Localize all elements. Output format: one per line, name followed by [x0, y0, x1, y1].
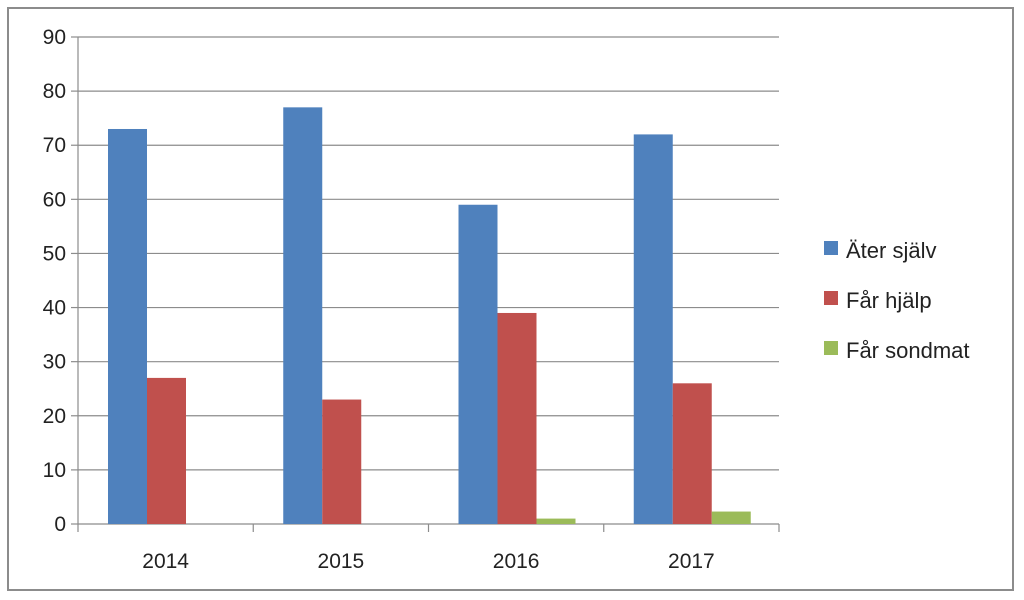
y-tick-label: 10: [43, 459, 66, 482]
y-tick-label: 70: [43, 134, 66, 157]
y-tick-label: 80: [43, 80, 66, 103]
x-tick-label: 2014: [142, 550, 189, 573]
bar: [283, 107, 323, 524]
bar: [536, 518, 576, 524]
bar: [497, 312, 537, 524]
x-tick-label: 2016: [493, 550, 540, 573]
legend-label: Får hjälp: [846, 288, 932, 313]
bar: [633, 134, 673, 524]
legend: Äter själv Får hjälp Får sondmat: [824, 238, 970, 363]
legend-swatch: [824, 241, 838, 255]
y-tick-label: 0: [54, 513, 66, 536]
bar: [711, 511, 751, 524]
bar: [147, 377, 186, 524]
x-tick-label: 2015: [318, 550, 365, 573]
y-tick-label: 60: [43, 188, 66, 211]
y-tick-label: 40: [43, 297, 66, 320]
y-tick-label: 30: [43, 351, 66, 374]
x-tick-labels: 2014 2015 2016 2017: [142, 550, 714, 573]
legend-label: Får sondmat: [846, 338, 970, 363]
y-tick-label: 20: [43, 405, 66, 428]
legend-label: Äter själv: [846, 238, 936, 263]
legend-swatch: [824, 341, 838, 355]
y-tick-label: 90: [43, 26, 66, 49]
y-tick-labels: 0 10 20 30 40 50 60 70 80 90: [43, 26, 66, 536]
bar: [322, 399, 362, 524]
bar: [108, 128, 147, 524]
bar: [458, 204, 498, 524]
x-tick-label: 2017: [668, 550, 715, 573]
bars: [108, 107, 751, 524]
bar: [672, 383, 712, 524]
legend-swatch: [824, 291, 838, 305]
y-tick-label: 50: [43, 242, 66, 265]
